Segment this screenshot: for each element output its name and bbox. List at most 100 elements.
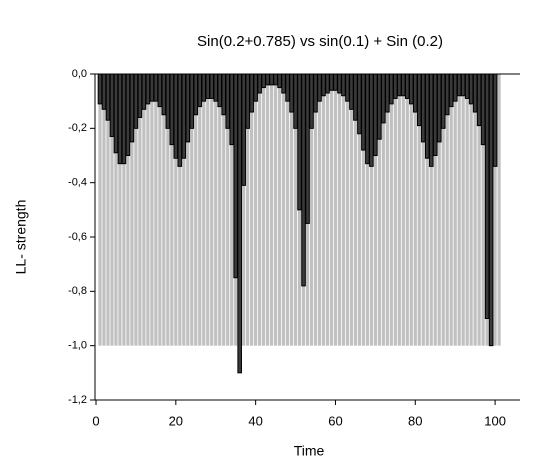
bar — [361, 74, 365, 346]
bar — [377, 73, 382, 140]
x-tick-label: 60 — [328, 413, 342, 428]
x-tick-label: 0 — [92, 413, 99, 428]
bar — [484, 73, 490, 319]
bar — [253, 73, 258, 102]
bar — [110, 74, 114, 346]
bar — [169, 73, 175, 146]
bar — [373, 74, 377, 346]
bar — [444, 73, 450, 116]
bar — [150, 74, 154, 346]
bar — [408, 73, 414, 105]
bar — [465, 74, 469, 346]
bar — [126, 74, 130, 346]
bar — [105, 73, 111, 121]
bar — [149, 73, 155, 102]
bar — [493, 74, 497, 346]
bar — [249, 73, 254, 113]
bar — [102, 74, 106, 346]
bar — [289, 73, 294, 113]
bar — [436, 73, 442, 143]
bar — [381, 73, 386, 124]
bar — [254, 74, 258, 346]
bar — [428, 73, 434, 167]
bar — [412, 73, 418, 113]
bar — [317, 74, 322, 346]
bar — [473, 74, 477, 346]
bar — [210, 74, 214, 346]
y-tick-label: -1,0 — [68, 340, 87, 352]
bar — [137, 73, 143, 118]
bar — [385, 73, 390, 113]
bar — [242, 74, 246, 346]
bar — [258, 74, 262, 346]
y-tick-label: -0,8 — [68, 285, 87, 297]
y-tick-label: -0,4 — [68, 177, 87, 189]
bar — [269, 73, 274, 86]
bar — [321, 73, 326, 97]
bar — [401, 73, 406, 97]
bar — [261, 73, 266, 89]
bar — [158, 74, 162, 346]
bar — [416, 73, 422, 127]
bar — [141, 73, 147, 110]
bar — [190, 74, 194, 346]
bar — [266, 74, 270, 346]
bar — [198, 74, 202, 346]
x-tick-label: 40 — [248, 413, 262, 428]
bar — [153, 73, 159, 102]
chart-title: Sin(0.2+0.785) vs sin(0.1) + Sin (0.2) — [197, 33, 443, 50]
bar — [421, 74, 425, 346]
bar — [157, 73, 163, 108]
bar — [130, 74, 134, 346]
bar — [453, 74, 457, 346]
bar — [476, 73, 482, 127]
bar — [448, 73, 454, 108]
bar — [441, 74, 445, 346]
bar — [337, 73, 342, 94]
bar — [174, 74, 178, 346]
bar — [405, 73, 410, 99]
bar — [178, 74, 182, 346]
bar — [492, 73, 498, 167]
bar — [497, 74, 501, 346]
bar — [106, 74, 110, 346]
bar — [329, 74, 334, 346]
bar — [357, 73, 362, 135]
bar — [194, 74, 198, 346]
bar — [429, 74, 433, 346]
bar — [357, 74, 362, 346]
bar — [246, 74, 250, 346]
bar — [182, 74, 186, 346]
bar — [146, 74, 150, 346]
bar — [349, 74, 354, 346]
x-tick-label: 100 — [484, 413, 506, 428]
bar — [226, 74, 230, 346]
bar — [209, 73, 215, 99]
bar — [469, 74, 473, 346]
bar — [173, 73, 179, 159]
bar — [133, 73, 139, 129]
bar — [325, 73, 330, 94]
bar — [305, 73, 310, 224]
bar — [134, 74, 138, 346]
bar — [206, 74, 210, 346]
bar — [145, 73, 151, 105]
bar — [265, 73, 270, 86]
bar — [301, 73, 306, 287]
bar — [333, 74, 338, 346]
bar — [274, 74, 278, 346]
bar — [281, 74, 286, 346]
bar — [221, 73, 227, 116]
bar — [309, 74, 314, 346]
bar — [345, 74, 350, 346]
bar — [142, 74, 146, 346]
bar — [113, 73, 119, 154]
bar — [437, 74, 441, 346]
bar — [181, 73, 187, 159]
bar — [472, 73, 478, 113]
bar — [213, 73, 219, 102]
bar — [202, 74, 206, 346]
bar — [361, 73, 366, 151]
bar — [165, 73, 171, 129]
bar — [349, 73, 354, 110]
